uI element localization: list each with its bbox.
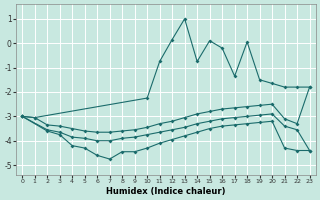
X-axis label: Humidex (Indice chaleur): Humidex (Indice chaleur): [106, 187, 226, 196]
